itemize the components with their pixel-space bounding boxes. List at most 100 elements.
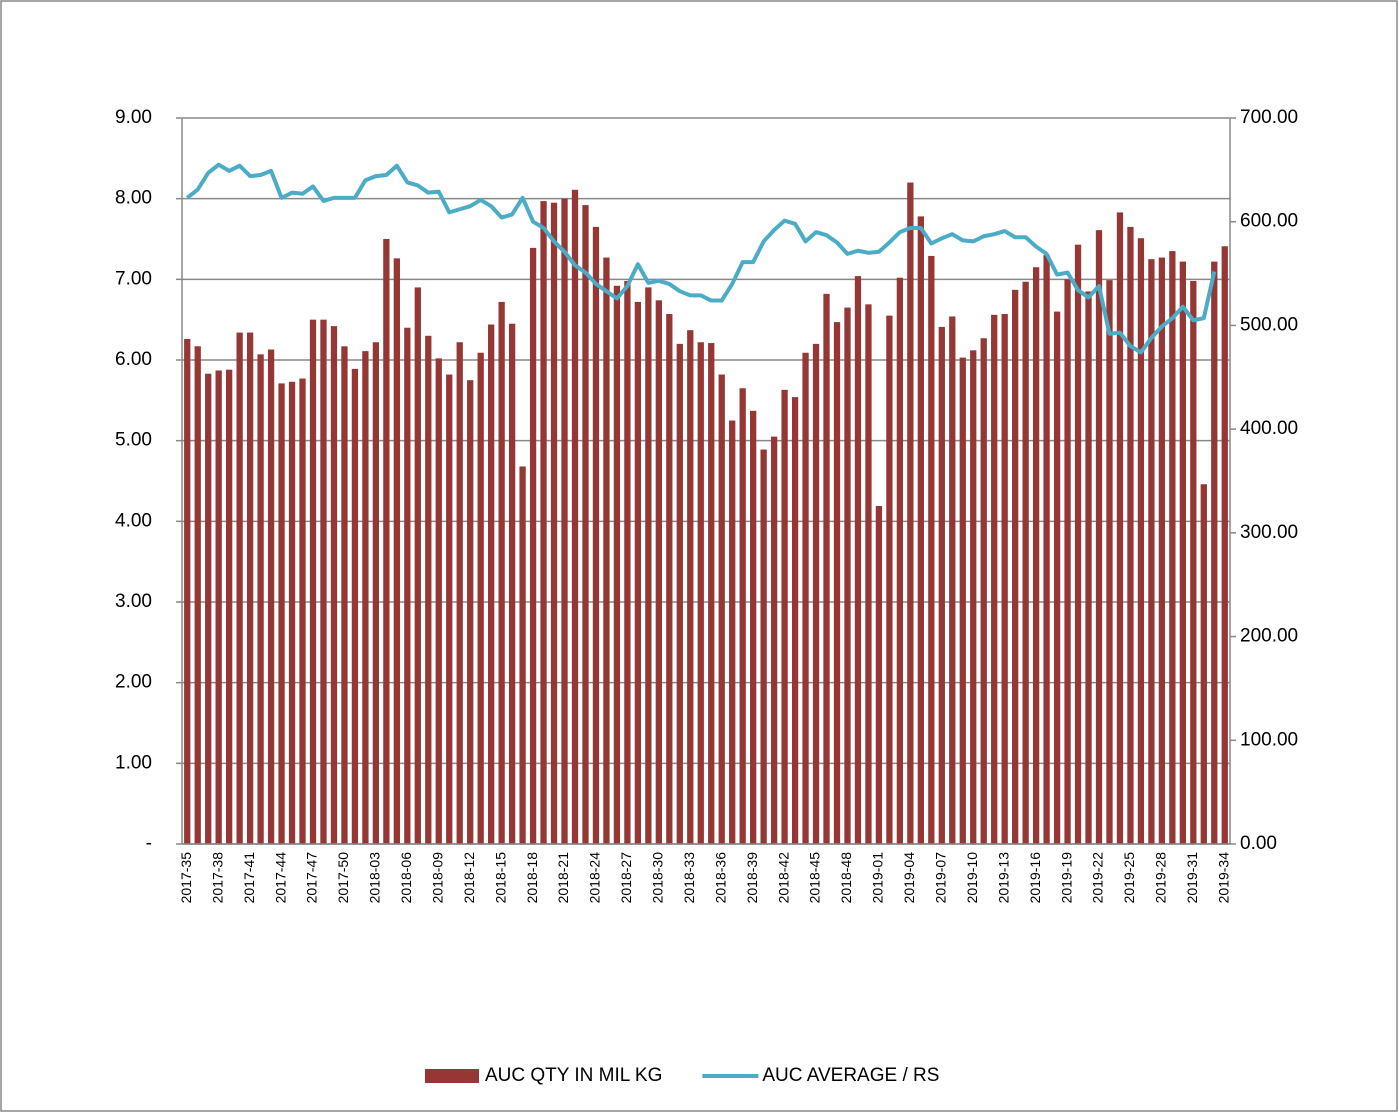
bar xyxy=(750,410,757,844)
bar xyxy=(823,293,830,844)
bar xyxy=(1190,280,1197,844)
bar xyxy=(194,346,201,844)
x-tick-label: 2019-28 xyxy=(1153,852,1169,904)
x-tick-label: 2019-19 xyxy=(1058,852,1074,904)
bar xyxy=(362,351,369,844)
bar xyxy=(613,285,621,845)
bar xyxy=(1211,261,1218,844)
bar xyxy=(1137,238,1145,844)
bar xyxy=(676,343,683,844)
bar xyxy=(393,258,400,844)
bar xyxy=(1074,244,1082,844)
bar xyxy=(351,368,359,844)
y2-tick-label: 400.00 xyxy=(1240,418,1298,439)
bar xyxy=(781,389,788,844)
bar xyxy=(184,339,191,844)
bar xyxy=(718,374,725,844)
x-tick-label: 2018-36 xyxy=(712,852,728,904)
bar xyxy=(288,381,296,844)
bar xyxy=(267,349,275,844)
bar xyxy=(425,335,432,844)
x-tick-label: 2017-50 xyxy=(335,852,351,904)
bar xyxy=(624,280,631,844)
y-tick-label: 2.00 xyxy=(115,672,152,693)
bar xyxy=(991,314,998,844)
x-tick-label: 2019-01 xyxy=(870,852,886,904)
bar xyxy=(959,357,966,844)
bar xyxy=(1001,314,1008,844)
y-tick-label: 8.00 xyxy=(115,188,152,209)
x-tick-label: 2018-39 xyxy=(744,852,760,904)
y-tick-label: 3.00 xyxy=(115,591,152,612)
bar xyxy=(1064,279,1071,844)
bar xyxy=(1085,291,1092,844)
bar xyxy=(299,378,306,844)
legend-swatch xyxy=(425,1069,479,1083)
x-tick-label: 2017-47 xyxy=(304,852,320,904)
y-tick-label: 9.00 xyxy=(115,107,152,128)
bar xyxy=(498,301,505,844)
bar xyxy=(257,354,264,844)
bar xyxy=(320,319,327,845)
bar xyxy=(1043,255,1050,845)
y-tick-label: - xyxy=(146,833,152,854)
x-tick-label: 2019-04 xyxy=(901,852,917,904)
bar xyxy=(582,205,589,844)
y-tick-label: 5.00 xyxy=(115,430,152,451)
bar xyxy=(446,374,453,844)
x-tick-label: 2018-30 xyxy=(650,852,666,904)
bar xyxy=(1012,289,1019,844)
legend-label: AUC QTY IN MIL KG xyxy=(485,1065,662,1086)
bar xyxy=(970,350,977,844)
bar xyxy=(205,373,212,844)
x-tick-label: 2017-41 xyxy=(241,852,257,904)
x-tick-label: 2018-27 xyxy=(618,852,634,904)
legend-label: AUC AVERAGE / RS xyxy=(762,1065,939,1086)
x-tick-label: 2018-12 xyxy=(461,852,477,904)
bar xyxy=(508,323,516,844)
bar xyxy=(550,202,558,844)
bar xyxy=(1053,311,1061,845)
bar xyxy=(739,388,746,844)
y2-tick-label: 600.00 xyxy=(1240,211,1298,232)
bar xyxy=(278,383,285,844)
bar xyxy=(477,352,484,844)
bar xyxy=(1022,281,1029,845)
x-tick-label: 2018-42 xyxy=(775,852,791,904)
bar xyxy=(833,322,841,844)
bar xyxy=(404,327,411,844)
bar xyxy=(687,330,694,844)
bar xyxy=(603,257,610,844)
x-tick-label: 2019-10 xyxy=(964,852,980,904)
bar xyxy=(1127,226,1134,844)
bar xyxy=(215,370,222,844)
bar xyxy=(770,436,778,844)
bar xyxy=(1032,267,1040,844)
x-tick-label: 2018-18 xyxy=(524,852,540,904)
x-tick-label: 2019-31 xyxy=(1184,852,1200,904)
bar xyxy=(1200,484,1207,844)
y-tick-label: 4.00 xyxy=(115,510,152,531)
x-tick-label: 2018-24 xyxy=(587,852,603,904)
bar xyxy=(844,307,851,845)
bar xyxy=(666,314,673,844)
x-tick-label: 2018-09 xyxy=(429,852,445,904)
bar xyxy=(341,346,348,844)
bar xyxy=(980,338,987,844)
y-tick-label: 1.00 xyxy=(115,752,152,773)
bar xyxy=(791,397,799,844)
bar xyxy=(236,332,243,844)
bar xyxy=(854,276,862,844)
x-tick-label: 2018-21 xyxy=(555,852,571,904)
bar xyxy=(949,316,956,844)
bar xyxy=(645,287,652,844)
y2-tick-label: 700.00 xyxy=(1240,107,1298,128)
x-tick-label: 2017-38 xyxy=(209,852,225,904)
y2-tick-label: 100.00 xyxy=(1240,729,1298,750)
bar xyxy=(488,324,495,844)
bar xyxy=(896,277,904,845)
bar xyxy=(655,300,662,845)
x-tick-label: 2019-16 xyxy=(1027,852,1043,904)
y2-tick-label: 0.00 xyxy=(1240,833,1277,854)
